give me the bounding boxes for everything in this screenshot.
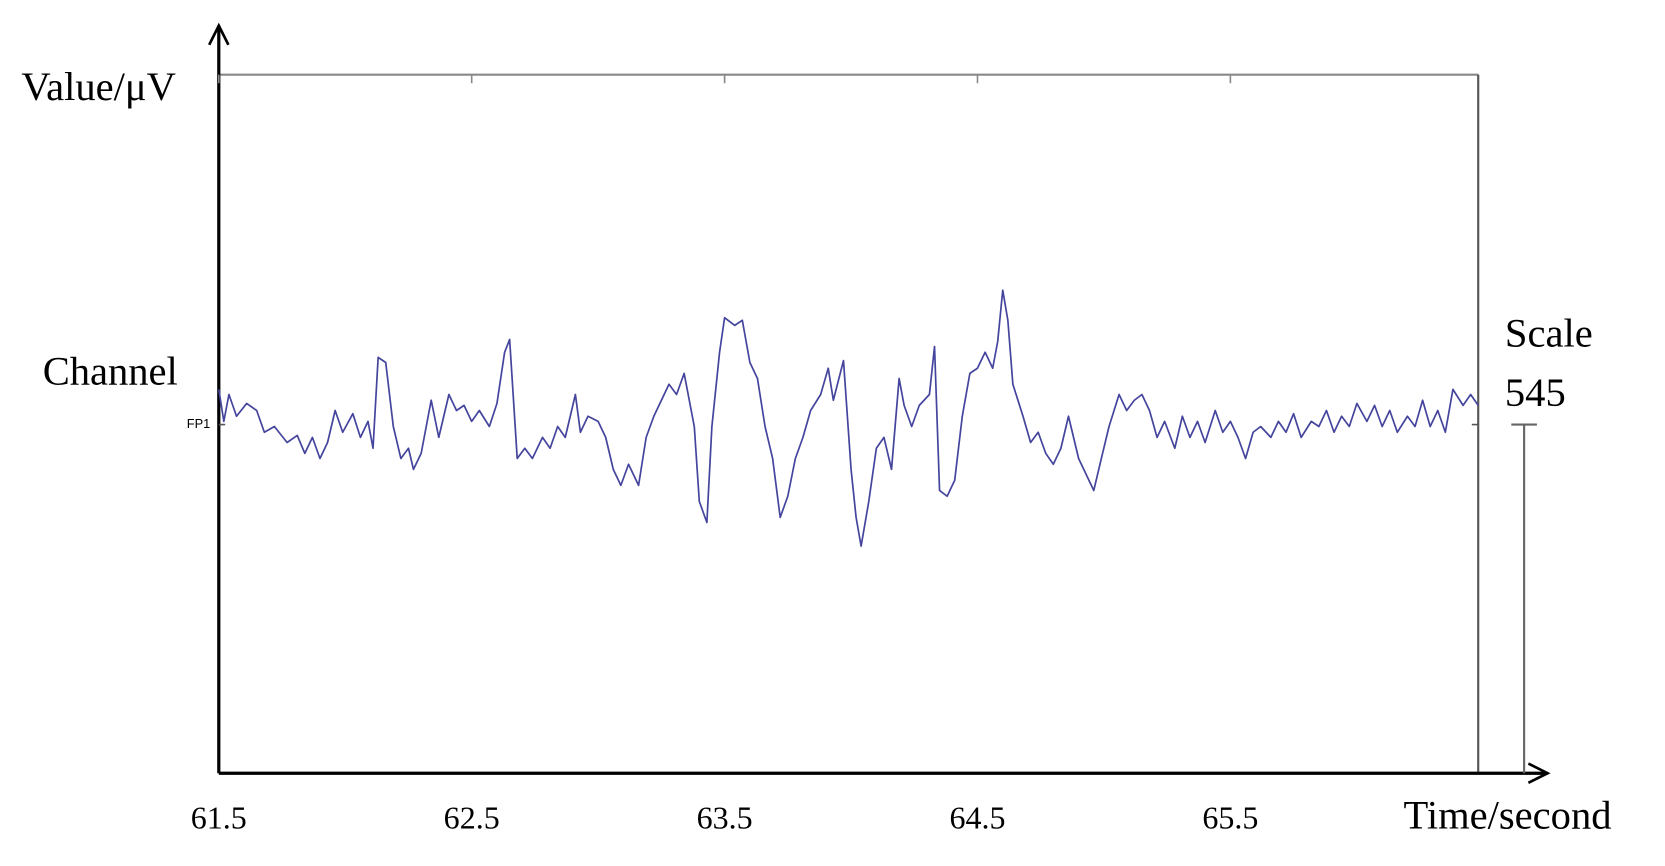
y-axis-label: Value/μV bbox=[21, 64, 176, 109]
x-axis-arrow bbox=[1527, 762, 1551, 785]
scale-value: 545 bbox=[1505, 370, 1566, 415]
x-tick-label: 63.5 bbox=[697, 800, 753, 836]
x-tick-label: 64.5 bbox=[949, 800, 1005, 836]
x-axis-label: Time/second bbox=[1404, 792, 1612, 837]
scale-label: Scale bbox=[1505, 310, 1593, 355]
signal-line bbox=[217, 289, 1479, 548]
y-tick-label: FP1 bbox=[187, 416, 210, 431]
y-axis-arrow bbox=[207, 22, 230, 46]
channel-label: Channel bbox=[43, 349, 178, 394]
x-tick-label: 61.5 bbox=[191, 800, 247, 836]
x-tick-label: 65.5 bbox=[1202, 800, 1258, 836]
x-tick-label: 62.5 bbox=[444, 800, 500, 836]
